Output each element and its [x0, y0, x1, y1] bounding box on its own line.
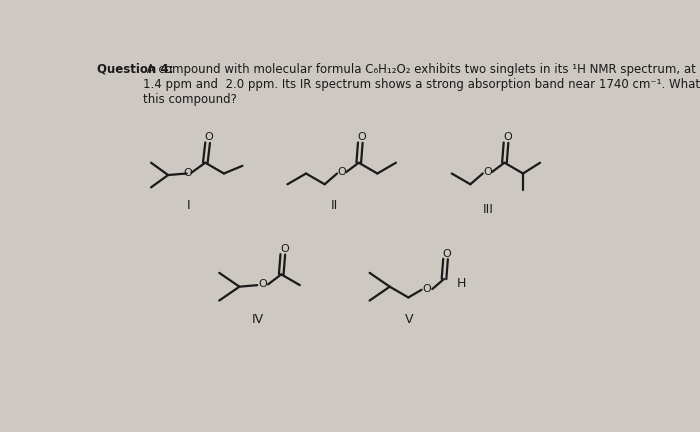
Text: III: III — [483, 203, 493, 216]
Text: II: II — [330, 199, 337, 213]
Text: O: O — [258, 280, 267, 289]
Text: O: O — [337, 167, 346, 177]
Text: O: O — [423, 284, 431, 294]
Text: Question 4:: Question 4: — [97, 63, 174, 76]
Text: I: I — [186, 199, 190, 213]
Text: IV: IV — [252, 313, 264, 326]
Text: O: O — [280, 244, 288, 254]
Text: O: O — [205, 132, 214, 142]
Text: O: O — [358, 132, 366, 142]
Text: O: O — [184, 168, 192, 178]
Text: H: H — [456, 277, 466, 290]
Text: O: O — [442, 248, 452, 259]
Text: V: V — [405, 313, 414, 326]
Text: O: O — [503, 132, 512, 142]
Text: O: O — [483, 167, 492, 177]
Text: A compound with molecular formula C₆H₁₂O₂ exhibits two singlets in its ¹H NMR sp: A compound with molecular formula C₆H₁₂O… — [143, 63, 700, 105]
